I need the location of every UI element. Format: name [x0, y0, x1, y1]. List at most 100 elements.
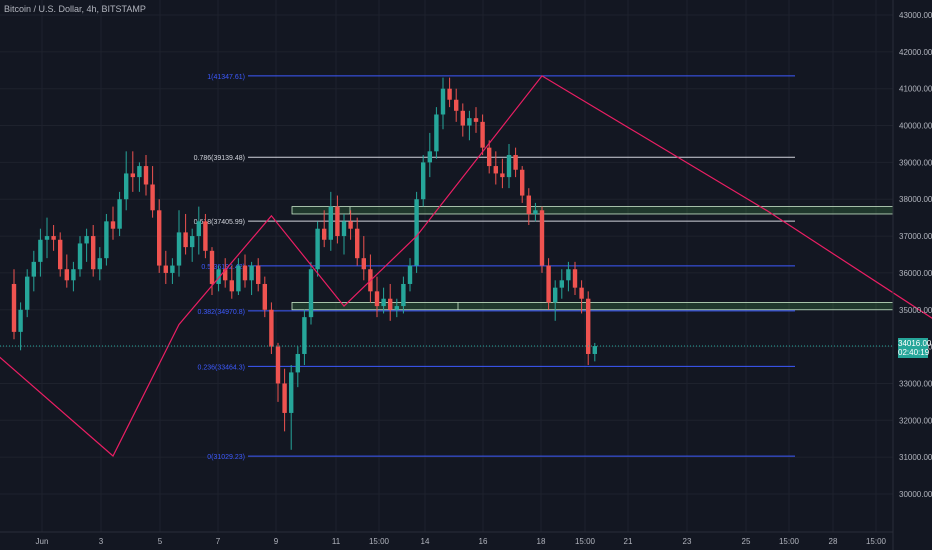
candle-body: [579, 287, 584, 299]
candle-body: [394, 306, 399, 310]
candle-body: [454, 99, 459, 111]
time-tick-label: 16: [479, 537, 488, 546]
candle-body: [355, 228, 360, 259]
candle-body: [328, 206, 333, 240]
candle-body: [163, 265, 168, 273]
time-axis[interactable]: Jun 3 5 7 9 11 15:00 14 16 18 15:00 21 23 25 15:00 28 15…: [36, 537, 887, 546]
candle-body: [77, 243, 83, 270]
candle-body: [341, 221, 347, 237]
candle-body: [361, 258, 366, 270]
candle-body: [401, 283, 406, 307]
price-tick-label: 32000.00: [899, 416, 932, 425]
candle-body: [533, 210, 538, 214]
candle-body: [203, 221, 208, 251]
candle-body: [256, 265, 261, 284]
price-tick-label: 43000.00: [899, 11, 932, 20]
candle-body: [269, 309, 274, 347]
candle-body: [150, 184, 155, 211]
price-tick-label: 36000.00: [899, 269, 932, 278]
fib-level-label: 0.618(37405.99): [194, 219, 245, 226]
price-tick-label: 33000.00: [899, 379, 932, 388]
candle-body: [374, 291, 380, 307]
candle-body: [513, 155, 518, 170]
candle-body: [157, 210, 162, 266]
price-tick-label: 40000.00: [899, 122, 932, 131]
candle-body: [249, 265, 254, 281]
candle-body: [322, 228, 327, 240]
candle-body: [592, 346, 597, 354]
candle-body: [282, 383, 287, 413]
candle-body: [104, 221, 109, 259]
time-tick-label: 15:00: [866, 537, 887, 546]
price-tick-label: 37000.00: [899, 232, 932, 241]
candle-body: [25, 276, 30, 310]
candle-body: [176, 232, 182, 266]
candle-body: [539, 210, 545, 266]
candle-body: [84, 236, 89, 244]
candle-body: [434, 114, 439, 152]
candle-body: [190, 236, 195, 248]
price-tick-label: 30000.00: [899, 490, 932, 499]
time-tick-label: 25: [742, 537, 751, 546]
price-tick-label: 38000.00: [899, 195, 932, 204]
price-tick-label: 31000.00: [899, 453, 932, 462]
projected-pattern[interactable]: [0, 75, 932, 457]
candle-body: [473, 118, 479, 122]
candle-body: [407, 265, 413, 284]
candle-body: [110, 221, 116, 229]
candle-body: [216, 269, 221, 284]
time-tick-label: 11: [332, 537, 341, 546]
candle-body: [51, 236, 56, 240]
fib-level-label: 0(31029.23): [207, 454, 245, 461]
bar-countdown: 02:40:19: [898, 348, 930, 358]
candle-body: [223, 269, 228, 281]
candle-body: [467, 118, 472, 126]
price-tick-label: 35000.00: [899, 306, 932, 315]
candle-body: [315, 228, 320, 270]
candle-body: [58, 239, 63, 270]
candle-body: [586, 298, 591, 354]
candle-body: [18, 309, 23, 332]
time-tick-label: 14: [421, 537, 430, 546]
time-tick-label: 28: [829, 537, 838, 546]
candle-body: [289, 372, 294, 413]
chart-title: Bitcoin / U.S. Dollar, 4h, BITSTAMP: [4, 4, 146, 14]
candle-body: [460, 110, 465, 126]
candle-body: [427, 151, 432, 163]
time-tick-label: 7: [216, 537, 221, 546]
candle-body: [183, 232, 188, 248]
candle-body: [520, 169, 525, 196]
candle-body: [11, 283, 17, 332]
candle-body: [447, 88, 452, 100]
time-tick-label: 18: [537, 537, 546, 546]
candle-body: [124, 173, 129, 200]
fibonacci-retracement[interactable]: 1(41347.61) 0.786(39139.48) 0.618(37405.99…: [194, 74, 795, 461]
candle-body: [302, 317, 307, 354]
candle-body: [421, 162, 426, 200]
candle-body: [335, 206, 340, 237]
pattern-path[interactable]: [0, 75, 932, 457]
time-tick-label: 21: [624, 537, 633, 546]
candle-body: [487, 147, 492, 167]
candle-body: [97, 258, 102, 270]
candle-body: [572, 269, 578, 288]
current-price-value: 34016.00: [898, 339, 932, 349]
time-tick-label: 15:00: [779, 537, 800, 546]
fib-level-label: 1(41347.61): [207, 74, 245, 81]
candle-body: [308, 269, 314, 318]
time-tick-label: 15:00: [575, 537, 596, 546]
candle-body: [506, 155, 512, 178]
candle-body: [91, 236, 96, 270]
candle-body: [130, 173, 135, 178]
candle-body: [31, 261, 36, 277]
candle-body: [500, 173, 505, 178]
candle-body: [381, 298, 386, 307]
candle-body: [229, 280, 234, 292]
candle-body: [295, 353, 300, 373]
price-tick-label: 41000.00: [899, 85, 932, 94]
candle-body: [209, 250, 215, 284]
time-tick-label: 5: [158, 537, 163, 546]
candle-body: [44, 236, 50, 240]
candle-body: [117, 199, 122, 229]
